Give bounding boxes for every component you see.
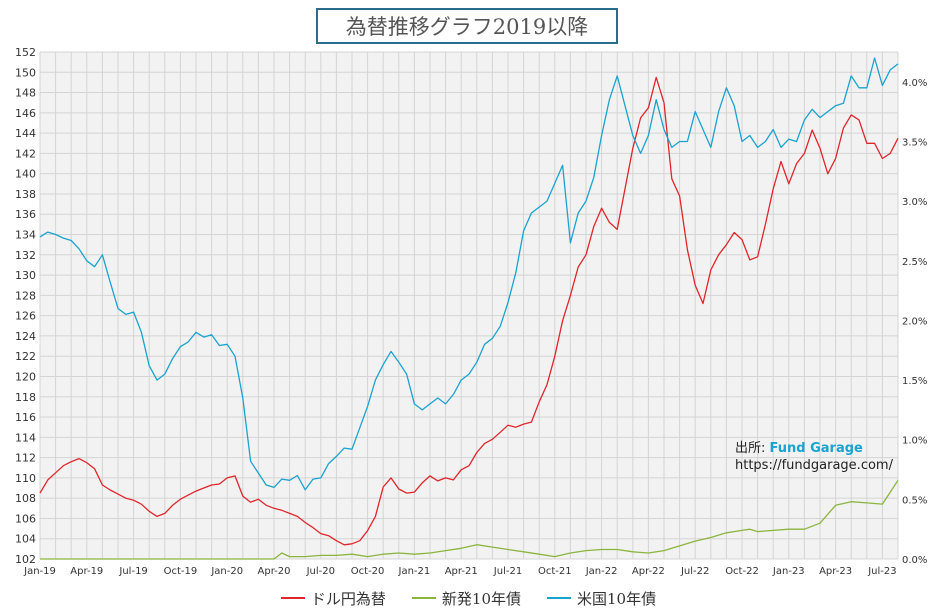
- legend-label-ust10: 米国10年債: [577, 589, 657, 608]
- y-right-tick-label: 1.0%: [902, 436, 927, 447]
- y-left-tick-label: 132: [15, 249, 36, 262]
- y-right-tick-label: 3.0%: [902, 197, 927, 208]
- y-left-tick-label: 134: [15, 229, 36, 242]
- y-right-tick-label: 2.5%: [902, 257, 927, 268]
- legend-label-jgb10: 新発10年債: [441, 589, 521, 608]
- x-tick-label: Oct-21: [538, 566, 572, 577]
- x-tick-label: Jan-19: [23, 566, 56, 577]
- x-tick-label: Jul-19: [118, 566, 147, 577]
- y-left-tick-label: 144: [15, 127, 36, 140]
- y-left-tick-label: 150: [15, 66, 36, 79]
- y-right-tick-label: 0.5%: [902, 495, 927, 506]
- y-left-tick-label: 120: [15, 370, 36, 383]
- y-left-tick-label: 114: [15, 431, 36, 444]
- y-left-tick-label: 140: [15, 168, 36, 181]
- source-url: https://fundgarage.com/: [735, 458, 893, 473]
- x-tick-label: Jan-22: [585, 566, 618, 577]
- x-tick-label: Jan-20: [210, 566, 243, 577]
- y-left-tick-label: 138: [15, 188, 36, 201]
- x-tick-label: Apr-20: [258, 566, 291, 577]
- x-tick-label: Jul-22: [680, 566, 709, 577]
- x-tick-label: Oct-19: [164, 566, 198, 577]
- y-left-tick-label: 108: [15, 492, 36, 505]
- x-tick-label: Oct-20: [351, 566, 385, 577]
- legend: ドル円為替 新発10年債 米国10年債: [0, 586, 937, 610]
- grid: [39, 51, 899, 560]
- legend-swatch-jgb10: [411, 597, 436, 599]
- y-right-tick-label: 3.5%: [902, 137, 927, 148]
- x-tick-label: Apr-19: [70, 566, 103, 577]
- y-right-tick-label: 0.0%: [902, 555, 927, 566]
- x-tick-label: Jul-23: [867, 566, 896, 577]
- source-label: 出所: Fund Garage: [735, 437, 863, 456]
- series-group: [39, 57, 899, 560]
- y-left-tick-label: 112: [15, 452, 36, 465]
- y-left-tick-label: 118: [15, 391, 36, 404]
- x-tick-label: Oct-22: [725, 566, 759, 577]
- x-tick-label: Apr-21: [445, 566, 478, 577]
- y-axis-left: 102 104 106 108 110 112 114 116 118 120 122 124 126 1…: [15, 46, 36, 566]
- y-right-tick-label: 2.0%: [902, 316, 927, 327]
- y-left-tick-label: 136: [15, 208, 36, 221]
- y-left-tick-label: 122: [15, 350, 36, 363]
- legend-swatch-usdjpy: [280, 597, 305, 599]
- legend-swatch-ust10: [547, 597, 571, 599]
- source-brand: Fund Garage: [769, 441, 863, 456]
- series-line-jgb10: [40, 479, 899, 560]
- x-tick-label: Jan-21: [398, 566, 431, 577]
- series-line-usdjpy: [39, 76, 899, 546]
- x-tick-label: Jul-21: [493, 566, 522, 577]
- legend-label-usdjpy: ドル円為替: [310, 589, 386, 608]
- series-line-ust10: [39, 57, 899, 491]
- y-left-tick-label: 152: [15, 46, 36, 59]
- y-left-tick-label: 124: [15, 330, 36, 343]
- y-left-tick-label: 102: [15, 553, 36, 566]
- y-right-tick-label: 4.0%: [902, 78, 927, 89]
- y-left-tick-label: 110: [15, 472, 36, 485]
- y-left-tick-label: 116: [15, 411, 36, 424]
- source-prefix: 出所:: [735, 441, 770, 456]
- legend-item-usdjpy: ドル円為替: [280, 588, 386, 609]
- legend-item-jgb10: 新発10年債: [411, 588, 521, 609]
- y-left-tick-label: 130: [15, 269, 36, 282]
- plot-area: [40, 52, 898, 559]
- y-left-tick-label: 146: [15, 107, 36, 120]
- x-tick-label: Jan-23: [772, 566, 805, 577]
- x-tick-label: Apr-23: [819, 566, 852, 577]
- y-axis-right: 0.0% 0.5% 1.0% 1.5% 2.0% 2.5% 3.0% 3.5% 4.0%: [902, 78, 927, 566]
- y-left-tick-label: 128: [15, 289, 36, 302]
- x-tick-label: Jul-20: [306, 566, 335, 577]
- y-left-tick-label: 126: [15, 310, 36, 323]
- y-left-tick-label: 106: [15, 512, 36, 525]
- legend-item-ust10: 米国10年債: [547, 588, 656, 609]
- y-left-tick-label: 104: [15, 533, 36, 546]
- chart-title: 為替推移グラフ2019以降: [316, 8, 618, 44]
- y-left-tick-label: 148: [15, 87, 36, 100]
- y-right-tick-label: 1.5%: [902, 376, 927, 387]
- x-tick-label: Apr-22: [632, 566, 665, 577]
- x-axis: Jan-19 Apr-19 Jul-19 Oct-19 Jan-20 Apr-20 Jul-…: [23, 566, 896, 577]
- y-left-tick-label: 142: [15, 147, 36, 160]
